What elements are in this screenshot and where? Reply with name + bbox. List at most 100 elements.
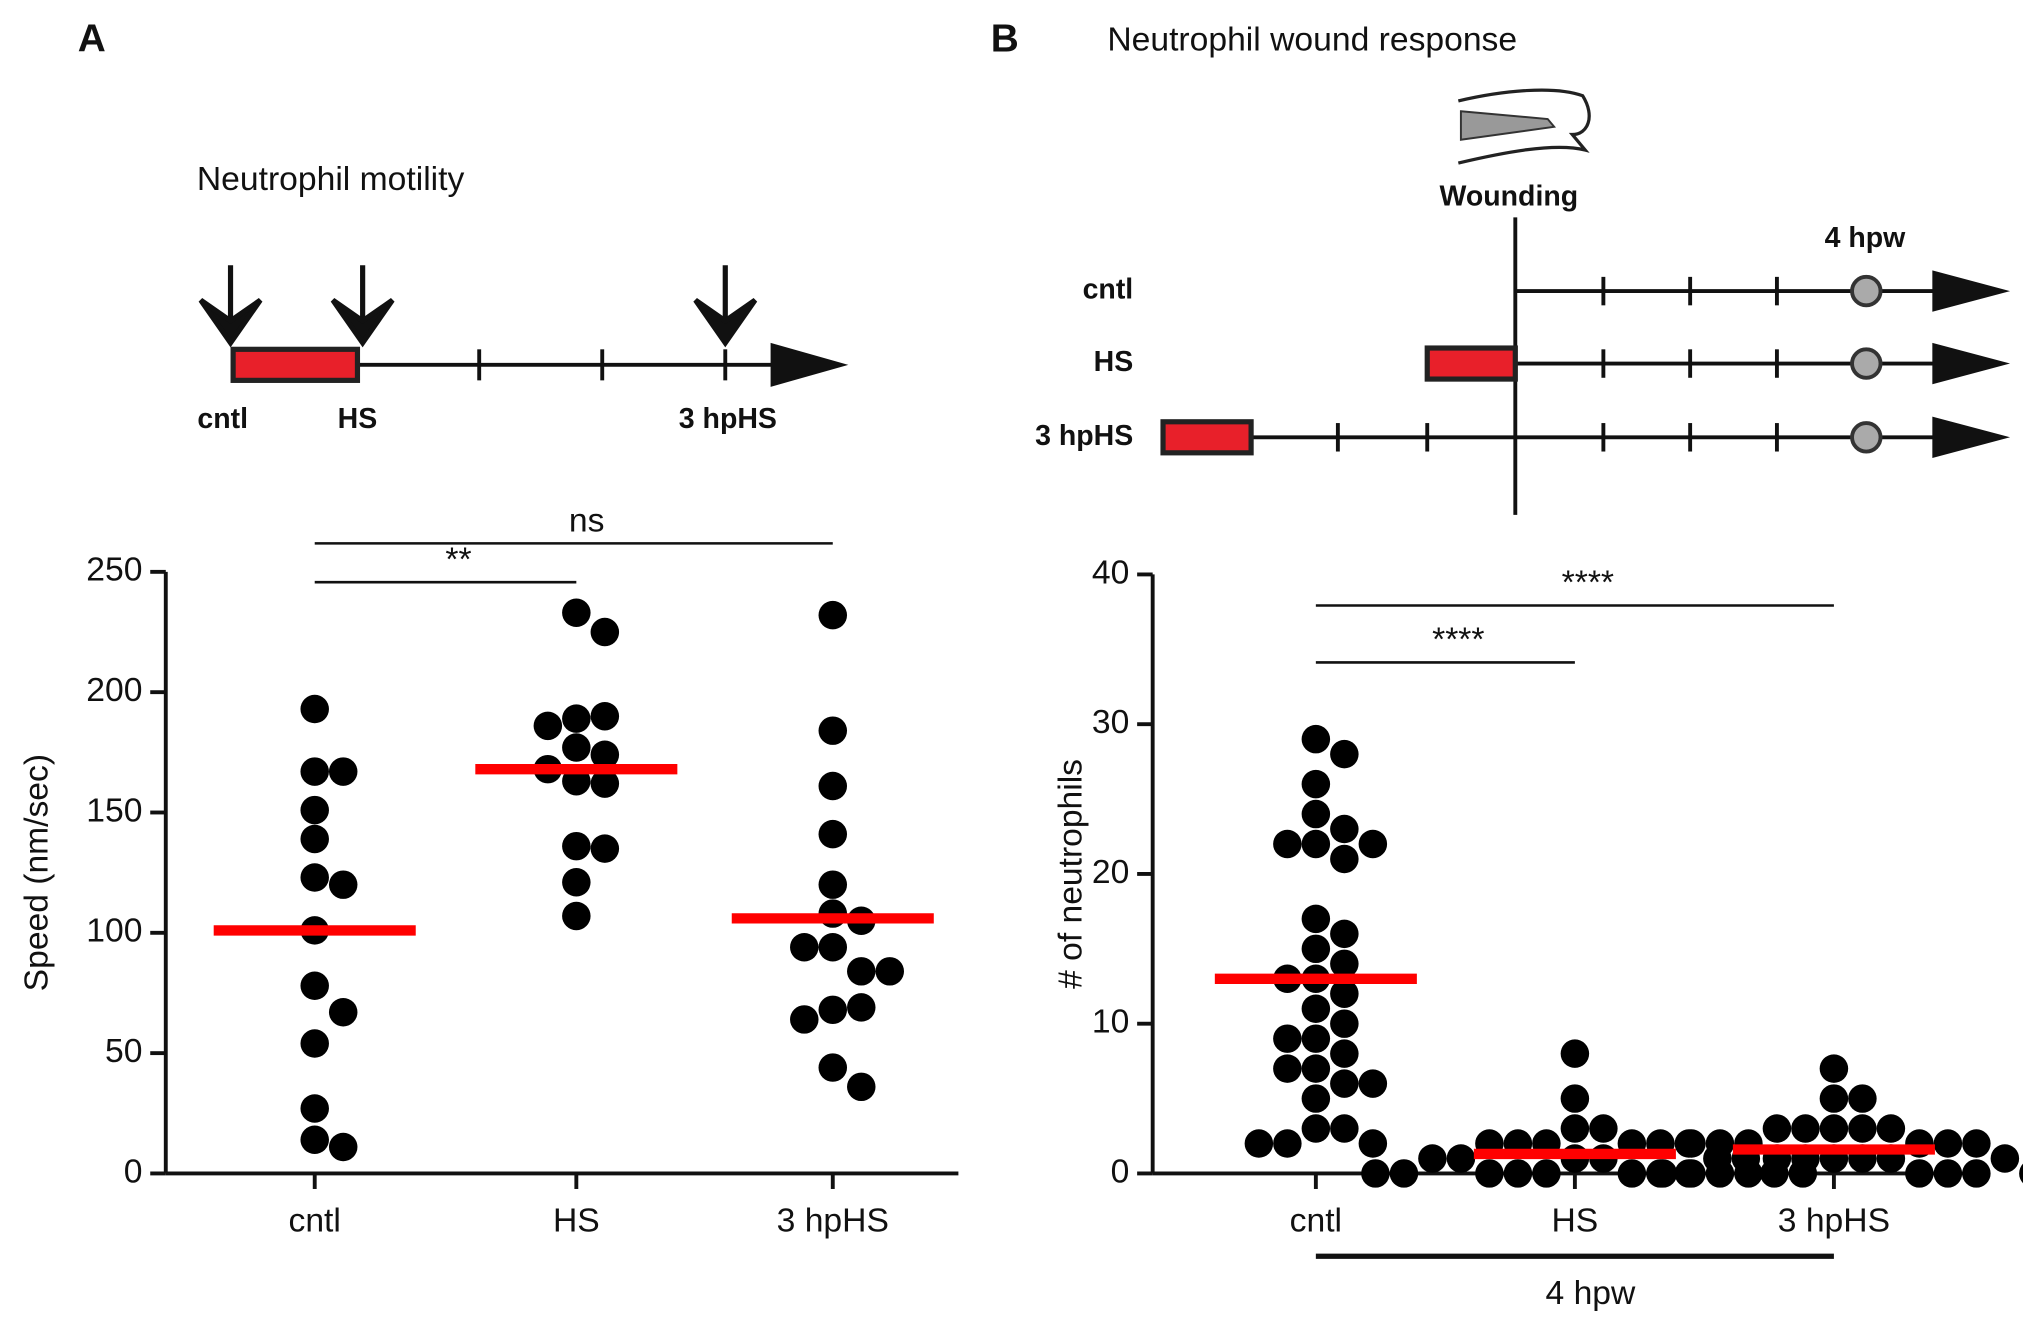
significance-label: **** (1562, 565, 1614, 602)
data-point (1301, 1024, 1331, 1053)
y-tick-label: 0 (124, 1153, 143, 1190)
data-point (1532, 1159, 1561, 1188)
data-point (1273, 1054, 1302, 1083)
data-point (1990, 1144, 2020, 1173)
x-tick-label: HS (553, 1203, 600, 1240)
data-point (328, 757, 358, 786)
data-point (847, 1072, 876, 1102)
plot: 0 10 20 30 40 # of neutrophils cntl HS 3 hpHS ***… (1052, 554, 2023, 1312)
timeline-rows (1160, 270, 2011, 458)
data-point (300, 824, 329, 854)
y-axis-label: Speed (nm/sec) (19, 754, 56, 991)
data-point (1330, 1039, 1359, 1068)
data-point (847, 957, 876, 986)
data-point (1273, 1024, 1302, 1053)
data-point (818, 870, 848, 899)
data-point (1677, 1159, 1706, 1188)
data-point (1503, 1159, 1533, 1188)
data-point (1705, 1129, 1735, 1158)
data-point (1933, 1159, 1963, 1188)
data-point (1791, 1114, 1820, 1143)
sample-arrows (198, 265, 758, 348)
data-point (1301, 829, 1331, 859)
y-tick-label: 150 (86, 792, 142, 829)
data-point (590, 834, 620, 863)
data-point (300, 795, 329, 825)
data-point (1301, 769, 1331, 799)
data-point (562, 831, 591, 861)
schematic-label: 3 hpHS (1035, 420, 1133, 452)
data-point (590, 769, 620, 798)
data-point (1560, 1039, 1590, 1068)
data-point (1301, 1114, 1331, 1143)
data-point (790, 1005, 819, 1034)
data-point (1705, 1159, 1735, 1188)
data-point (818, 819, 848, 849)
y-tick-label: 200 (86, 672, 142, 709)
schematic-b: Wounding 4 hpw cntl HS 3 hpHS (1035, 88, 2011, 515)
data-point (1358, 1129, 1388, 1158)
schematic-label: HS (1094, 346, 1134, 378)
heat-shock-box (1160, 419, 1254, 456)
data-point (1273, 1129, 1302, 1158)
data-point (1762, 1114, 1792, 1143)
y-tick-label: 30 (1092, 704, 1129, 741)
data-point (1819, 1084, 1849, 1113)
data-point (562, 733, 591, 762)
data-point (1962, 1129, 1991, 1158)
data-point (1648, 1159, 1678, 1188)
data-point (790, 933, 819, 962)
data-point (1389, 1159, 1419, 1188)
heat-shock-box (1424, 345, 1518, 382)
data-point (1819, 1114, 1849, 1143)
timepoint-marker (1850, 274, 1883, 308)
data-point (1589, 1114, 1618, 1143)
data-point (300, 863, 329, 892)
timepoint-marker (1850, 421, 1883, 454)
x-tick-label: 3 hpHS (777, 1203, 889, 1240)
data-point (1330, 814, 1359, 844)
data-point (1301, 934, 1331, 964)
data-point (300, 1094, 329, 1123)
data-point (328, 870, 358, 899)
data-point (300, 694, 329, 724)
data-point (1475, 1159, 1504, 1188)
data-point (1301, 904, 1331, 934)
larva-notochord (1459, 110, 1557, 141)
y-tick-label: 0 (1111, 1153, 1130, 1190)
data-point (1301, 799, 1331, 829)
data-point (300, 1125, 329, 1154)
x-tick-label: 3 hpHS (1778, 1203, 1890, 1240)
data-point (1301, 1054, 1331, 1083)
data-point (818, 716, 848, 745)
x-tick-label: cntl (289, 1203, 341, 1240)
schematic-label: 3 hpHS (679, 403, 777, 435)
data-point (1330, 1114, 1359, 1143)
arrowhead (1932, 342, 2011, 385)
data-point (562, 704, 591, 733)
data-point (1933, 1129, 1963, 1158)
data-point (1617, 1159, 1647, 1188)
arrowhead (1932, 416, 2011, 458)
larva-icon (1457, 88, 1591, 165)
y-axis-label: # of neutrophils (1052, 759, 1089, 989)
data-point (1361, 1159, 1390, 1188)
data-point (1330, 949, 1359, 979)
data-point (818, 1053, 848, 1082)
arrowhead (770, 342, 849, 387)
schematic-label: cntl (1083, 274, 1134, 306)
data-point (300, 971, 329, 1000)
data-point (1244, 1129, 1274, 1158)
arrowhead (1932, 270, 2011, 312)
data-point (300, 757, 329, 786)
data-point (818, 771, 848, 801)
schematic-label: HS (338, 403, 378, 435)
data-point (1358, 1069, 1388, 1098)
y-tick-label: 20 (1092, 854, 1129, 891)
data-point (1330, 979, 1359, 1008)
data-point (818, 600, 848, 630)
x-tick-label: HS (1552, 1203, 1599, 1240)
